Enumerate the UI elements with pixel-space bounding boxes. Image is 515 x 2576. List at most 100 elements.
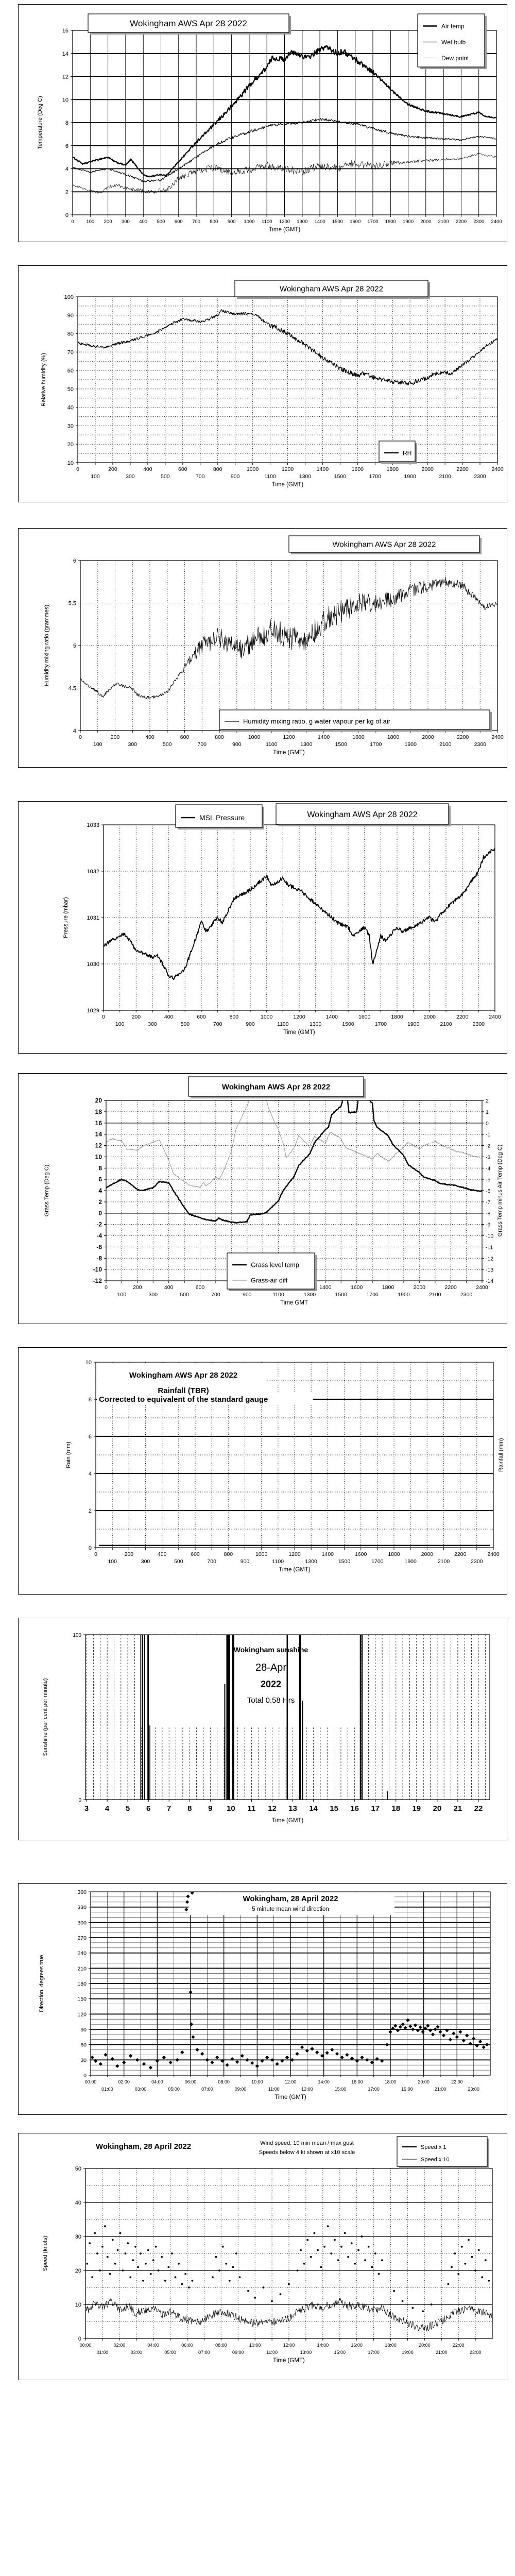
svg-text:1100: 1100: [277, 1021, 289, 1027]
svg-text:100: 100: [73, 1633, 81, 1638]
svg-text:Time (GMT): Time (GMT): [273, 2358, 305, 2364]
rainfall-chart: 0 100 200 300 400 500 600 700 800 900 1000 1100 1200…: [18, 1347, 507, 1595]
svg-text:Wokingham sunshine: Wokingham sunshine: [234, 1646, 308, 1654]
series-humidity-mixing-ratio: [80, 577, 497, 699]
svg-text:03:00: 03:00: [130, 2350, 142, 2355]
plot-data: [91, 1892, 489, 2070]
svg-text:700: 700: [213, 1021, 222, 1027]
svg-text:Relative humidity (%): Relative humidity (%): [41, 353, 47, 406]
svg-text:1500: 1500: [332, 219, 343, 225]
svg-text:08:00: 08:00: [218, 2079, 230, 2084]
svg-text:16:00: 16:00: [351, 2343, 363, 2348]
svg-text:1400: 1400: [317, 466, 329, 472]
svg-text:1000: 1000: [244, 219, 254, 225]
svg-text:0: 0: [76, 466, 79, 472]
svg-text:300: 300: [148, 1021, 157, 1027]
svg-text:Time (GMT): Time (GMT): [274, 2094, 306, 2100]
svg-text:10:00: 10:00: [251, 2079, 263, 2084]
svg-text:150: 150: [77, 1996, 87, 2003]
svg-text:Direction, degrees true: Direction, degrees true: [39, 1955, 45, 2012]
plot-data: [104, 848, 495, 980]
svg-text:6: 6: [65, 143, 68, 149]
svg-text:23:00: 23:00: [468, 2087, 479, 2092]
svg-text:1030: 1030: [87, 961, 99, 968]
svg-text:2200: 2200: [456, 219, 467, 225]
svg-text:2: 2: [486, 1098, 489, 1104]
svg-text:12:00: 12:00: [283, 2343, 295, 2348]
x-axis-labels: 3 4 5 6 7 8 9 10 11 12 13 14 15 16 17 18 19 20 21 22 Time (G…: [84, 1800, 483, 1824]
svg-text:18:00: 18:00: [385, 2079, 397, 2084]
svg-text:Rainfall (mm): Rainfall (mm): [498, 1438, 504, 1471]
svg-text:1800: 1800: [391, 1014, 403, 1020]
svg-text:4: 4: [98, 1187, 102, 1194]
svg-text:Time (GMT): Time (GMT): [272, 1818, 304, 1824]
svg-text:2000: 2000: [421, 466, 434, 472]
svg-text:15: 15: [330, 1804, 338, 1813]
svg-text:1400: 1400: [326, 1014, 338, 1020]
svg-text:-2: -2: [96, 1221, 102, 1228]
svg-text:300: 300: [122, 219, 130, 225]
svg-text:2000: 2000: [414, 1284, 426, 1291]
svg-text:4: 4: [89, 1471, 92, 1477]
svg-text:13:00: 13:00: [300, 2350, 312, 2355]
svg-text:-12: -12: [486, 1256, 493, 1262]
svg-text:5: 5: [73, 643, 76, 649]
svg-text:01:00: 01:00: [101, 2087, 113, 2092]
svg-text:4.5: 4.5: [68, 686, 76, 692]
svg-text:14: 14: [95, 1131, 102, 1138]
svg-text:9: 9: [208, 1804, 212, 1813]
y-axis-labels: 10 8 6 4 2 0 Rain (mm) Rainfall (mm): [65, 1360, 504, 1551]
svg-text:500: 500: [161, 473, 170, 480]
svg-text:600: 600: [180, 734, 190, 740]
svg-text:2200: 2200: [456, 1014, 469, 1020]
svg-text:Humidity mixing ratio (grammes: Humidity mixing ratio (grammes): [44, 605, 50, 686]
svg-text:1500: 1500: [335, 741, 348, 748]
rainfall-chart-svg: 0100200300400500600700800900100011001200…: [65, 1360, 504, 1573]
svg-text:15:00: 15:00: [334, 2350, 346, 2355]
humidity-mixing-ratio-chart-svg: 0 100 200 300 400 500 600 700 800 900 1000 1100 1200…: [44, 535, 504, 756]
svg-text:0: 0: [94, 1551, 97, 1557]
svg-text:80: 80: [67, 331, 74, 337]
svg-text:2300: 2300: [473, 1021, 485, 1027]
grass-temperature-chart: 0100200300400500600700800900100011001200…: [18, 1073, 507, 1324]
svg-text:07:00: 07:00: [198, 2350, 210, 2355]
svg-text:900: 900: [246, 1021, 255, 1027]
svg-text:800: 800: [210, 219, 218, 225]
svg-text:2000: 2000: [422, 734, 434, 740]
svg-text:400: 400: [164, 1014, 174, 1020]
svg-text:19:00: 19:00: [401, 2087, 413, 2092]
svg-text:Speed x 1: Speed x 1: [421, 2144, 447, 2150]
svg-text:700: 700: [207, 1558, 216, 1565]
chart-title-box: Wokingham AWS Apr 28 2022: [88, 13, 291, 35]
svg-text:2100: 2100: [429, 1292, 441, 1298]
svg-text:1033: 1033: [87, 822, 99, 828]
svg-text:5.5: 5.5: [68, 601, 76, 607]
svg-text:2300: 2300: [460, 1292, 473, 1298]
svg-text:900: 900: [243, 1292, 252, 1298]
svg-text:400: 400: [143, 466, 152, 472]
svg-text:02:00: 02:00: [118, 2079, 130, 2084]
svg-text:6: 6: [89, 1434, 92, 1440]
svg-text:1032: 1032: [87, 869, 99, 875]
relative-humidity-chart-svg: 0 100 200 300 400 500 600 700 800 900 1000 1100 1200…: [41, 280, 504, 488]
svg-text:0: 0: [65, 212, 68, 218]
svg-text:1800: 1800: [387, 734, 400, 740]
svg-text:07:00: 07:00: [201, 2087, 213, 2092]
svg-text:500: 500: [157, 219, 165, 225]
svg-text:19: 19: [412, 1804, 421, 1813]
svg-text:1300: 1300: [310, 1021, 322, 1027]
legend: Air temp Wet bulb Dew point: [417, 13, 487, 69]
svg-text:600: 600: [196, 1284, 205, 1291]
svg-text:0: 0: [83, 2073, 87, 2079]
svg-text:900: 900: [232, 741, 242, 748]
svg-text:1700: 1700: [371, 1558, 384, 1565]
svg-text:1500: 1500: [335, 1292, 348, 1298]
svg-text:Time GMT: Time GMT: [280, 1300, 308, 1306]
svg-text:5: 5: [126, 1804, 130, 1813]
svg-text:1300: 1300: [299, 473, 312, 480]
svg-text:10: 10: [75, 2302, 81, 2308]
svg-text:16:00: 16:00: [351, 2079, 363, 2084]
svg-text:1900: 1900: [407, 1021, 420, 1027]
svg-text:05:00: 05:00: [168, 2087, 180, 2092]
svg-text:Wokingham AWS Apr 28 2022: Wokingham AWS Apr 28 2022: [222, 1082, 330, 1091]
